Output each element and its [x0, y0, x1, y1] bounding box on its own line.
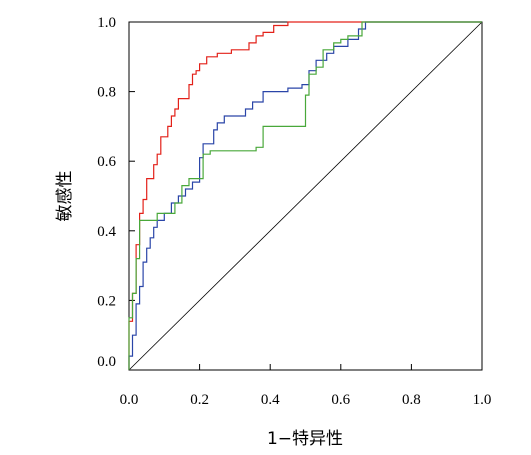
x-tick-label: 0.4 [261, 392, 280, 408]
roc-curve-1 [128, 21, 482, 370]
x-tick-label: 0.6 [331, 392, 350, 408]
x-tick-label: 1.0 [473, 392, 492, 408]
roc-curves [128, 21, 482, 370]
reference-diagonal [128, 21, 483, 371]
x-axis-label: 1−特异性 [267, 429, 343, 449]
y-axis-label: 敏感性 [55, 171, 75, 222]
x-tick-label: 0.0 [120, 392, 139, 408]
y-tick-label: 0.0 [97, 354, 116, 370]
y-tick-label: 0.6 [97, 154, 116, 170]
y-tick-label: 0.8 [97, 85, 116, 101]
roc-curve-3 [128, 21, 482, 370]
y-tick-label: 1.0 [97, 15, 116, 31]
x-tick-label: 0.8 [402, 392, 421, 408]
x-axis-ticks: 0.0 0.2 0.4 0.6 0.8 1.0 [120, 364, 492, 408]
y-axis-ticks: 0.0 0.2 0.4 0.6 0.8 1.0 [97, 15, 135, 371]
y-tick-label: 0.2 [97, 293, 116, 309]
y-tick-label: 0.4 [97, 224, 116, 240]
x-tick-label: 0.2 [190, 392, 209, 408]
